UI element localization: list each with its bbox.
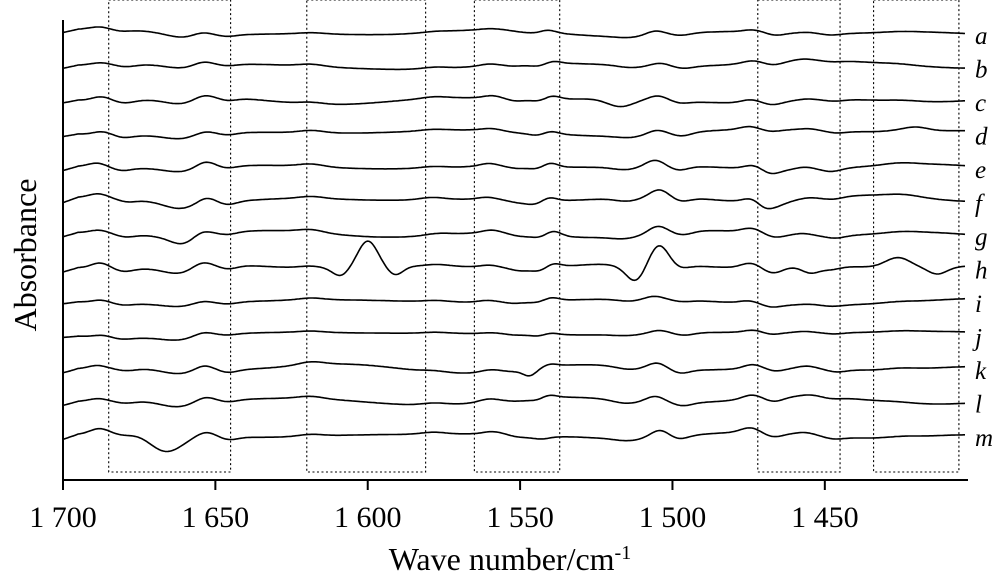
series-label-e: e (975, 157, 986, 184)
series-label-c: c (975, 90, 986, 117)
highlight-band-3 (473, 0, 561, 473)
spectrum-i (62, 295, 966, 308)
series-label-j: j (972, 325, 982, 352)
x-axis-title-superscript: -1 (615, 542, 632, 564)
spectrum-f (62, 189, 965, 210)
series-label-k: k (975, 358, 987, 385)
x-tick-label-1700: 1 700 (29, 501, 97, 534)
series-label-h: h (975, 258, 988, 285)
x-tick-label-1550: 1 550 (486, 501, 554, 534)
spectrum-d (62, 125, 965, 140)
x-tick-label-1650: 1 650 (182, 501, 250, 534)
spectrum-j (62, 329, 966, 341)
highlight-band-5 (873, 0, 960, 473)
spectrum-h (62, 240, 966, 282)
x-axis-title-main: Wave number/cm (389, 541, 615, 577)
spectrum-g (62, 225, 966, 245)
spectrum-b (62, 58, 965, 71)
series-label-l: l (975, 392, 982, 419)
series-label-d: d (975, 124, 988, 151)
highlight-bands (108, 0, 960, 473)
x-tick-label-1500: 1 500 (639, 501, 707, 534)
highlight-band-2 (306, 0, 427, 473)
series-label-b: b (975, 57, 988, 84)
highlight-band-1 (108, 0, 232, 473)
series-label-a: a (975, 23, 988, 50)
y-axis-title: Absorbance (7, 179, 43, 332)
spectrum-k (62, 361, 966, 377)
series-label-g: g (975, 224, 988, 251)
x-ticks: 1 700 1 650 1 600 1 550 1 500 1 450 (29, 480, 859, 534)
spectrum-a (62, 26, 966, 39)
spectrum-l (62, 394, 966, 408)
highlight-band-4 (757, 0, 841, 473)
series-label-i: i (975, 291, 982, 318)
series-label-f: f (975, 191, 985, 218)
x-tick-label-1600: 1 600 (334, 501, 402, 534)
spectra-traces (62, 26, 966, 453)
x-tick-label-1450: 1 450 (791, 501, 859, 534)
spectrum-m (62, 427, 965, 453)
spectrum-c (62, 94, 965, 108)
x-axis-title: Wave number/cm-1 (389, 541, 631, 577)
spectrum-e (62, 159, 966, 175)
series-label-m: m (975, 425, 993, 452)
